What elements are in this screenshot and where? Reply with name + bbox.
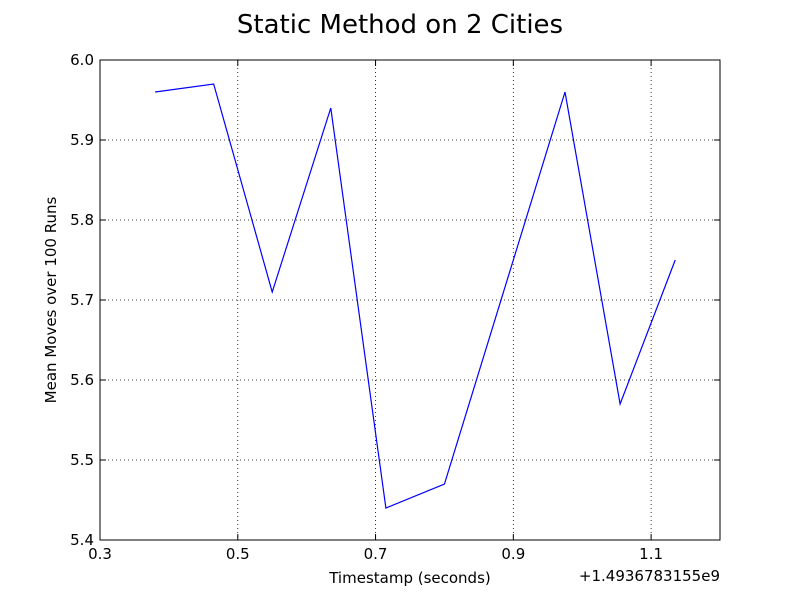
x-tick-label: 0.5 <box>226 545 250 563</box>
y-tick-label: 5.8 <box>70 211 94 229</box>
series-layer <box>155 83 676 509</box>
axis-ticks: 0.3 0.5 0.7 0.9 1.1 5.4 5.5 5.6 5.7 5.8 5.9 6.0 <box>70 51 720 563</box>
x-tick-label: 1.1 <box>639 545 663 563</box>
x-axis-label: Timestamp (seconds) <box>328 569 491 587</box>
chart-title: Static Method on 2 Cities <box>237 10 563 40</box>
y-axis-label: Mean Moves over 100 Runs <box>42 196 60 403</box>
y-tick-label: 5.5 <box>70 451 94 469</box>
grid <box>99 59 720 541</box>
y-tick-label: 5.6 <box>70 371 94 389</box>
x-axis-offset-label: +1.4936783155e9 <box>579 567 720 585</box>
y-tick-label: 5.7 <box>70 291 94 309</box>
y-tick-label: 5.4 <box>70 531 94 549</box>
x-tick-label: 0.3 <box>88 545 112 563</box>
x-tick-label: 0.9 <box>501 545 525 563</box>
y-tick-label: 6.0 <box>70 51 94 69</box>
series-line <box>155 83 676 509</box>
x-tick-label: 0.7 <box>364 545 388 563</box>
y-tick-label: 5.9 <box>70 131 94 149</box>
